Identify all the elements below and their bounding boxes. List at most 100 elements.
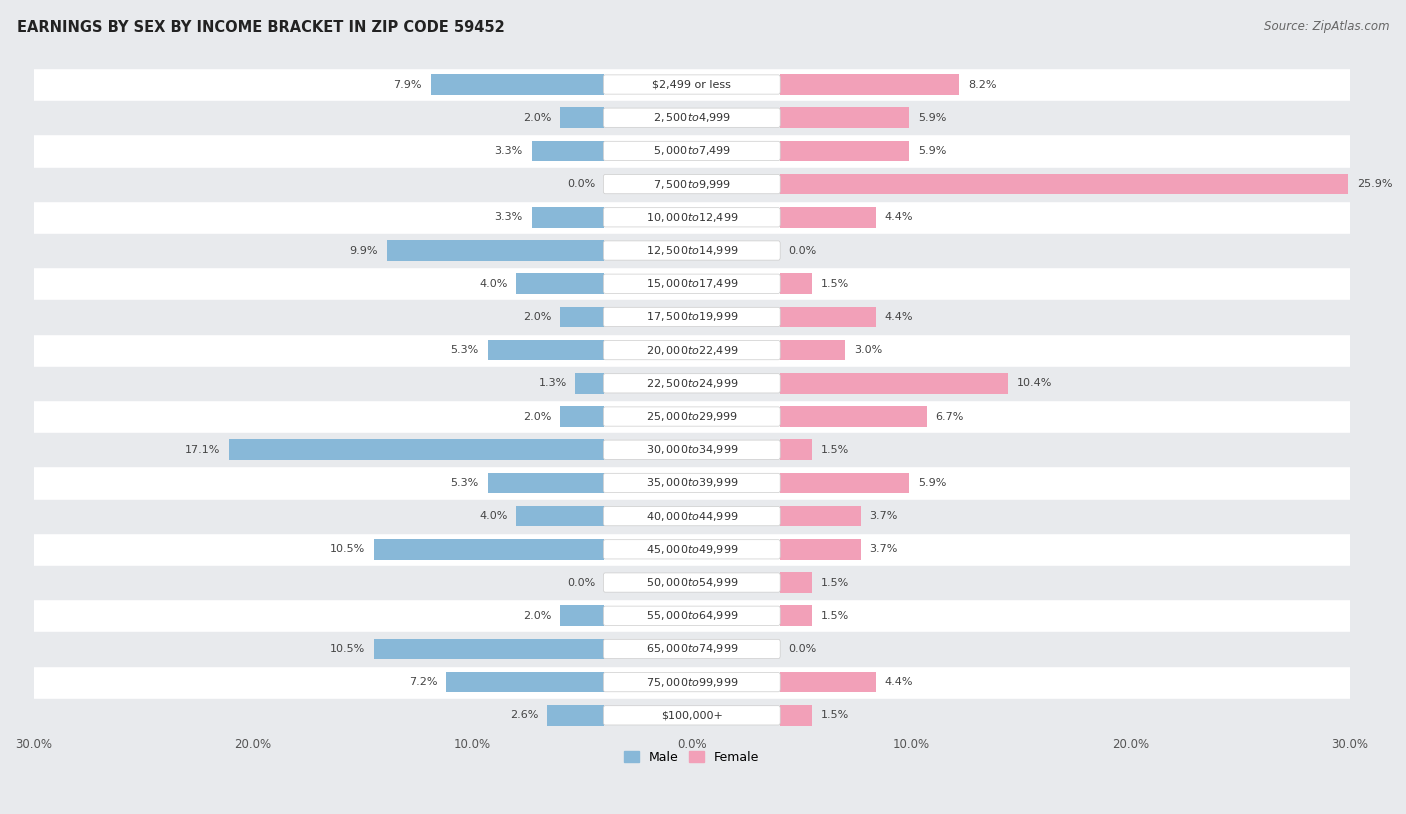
Bar	[560, 606, 605, 626]
Legend: Male, Female: Male, Female	[619, 746, 765, 769]
Text: 1.5%: 1.5%	[821, 444, 849, 455]
Text: $25,000 to $29,999: $25,000 to $29,999	[645, 410, 738, 423]
FancyBboxPatch shape	[603, 540, 780, 559]
Bar	[779, 174, 1348, 195]
Text: 6.7%: 6.7%	[935, 412, 963, 422]
Bar	[779, 672, 876, 693]
Bar	[779, 307, 876, 327]
Text: $10,000 to $12,499: $10,000 to $12,499	[645, 211, 738, 224]
Bar	[560, 406, 605, 427]
FancyBboxPatch shape	[603, 142, 780, 160]
Text: $50,000 to $54,999: $50,000 to $54,999	[645, 576, 738, 589]
Bar	[531, 141, 605, 161]
Text: 4.0%: 4.0%	[479, 278, 508, 289]
Bar	[34, 532, 1350, 566]
Bar	[34, 201, 1350, 234]
FancyBboxPatch shape	[603, 407, 780, 427]
Bar	[34, 168, 1350, 201]
Bar	[34, 134, 1350, 168]
Text: 1.5%: 1.5%	[821, 278, 849, 289]
FancyBboxPatch shape	[603, 374, 780, 393]
Bar	[229, 440, 605, 460]
Bar	[779, 406, 927, 427]
FancyBboxPatch shape	[603, 440, 780, 459]
Bar	[34, 334, 1350, 367]
FancyBboxPatch shape	[603, 108, 780, 127]
Text: $35,000 to $39,999: $35,000 to $39,999	[645, 476, 738, 489]
Bar	[779, 440, 813, 460]
Bar	[374, 639, 605, 659]
Text: 17.1%: 17.1%	[184, 444, 219, 455]
Text: EARNINGS BY SEX BY INCOME BRACKET IN ZIP CODE 59452: EARNINGS BY SEX BY INCOME BRACKET IN ZIP…	[17, 20, 505, 35]
Text: 3.3%: 3.3%	[495, 212, 523, 222]
Text: $100,000+: $100,000+	[661, 711, 723, 720]
Bar	[779, 141, 910, 161]
Bar	[34, 101, 1350, 134]
Text: 5.9%: 5.9%	[918, 478, 946, 488]
Text: 2.0%: 2.0%	[523, 112, 551, 123]
FancyBboxPatch shape	[603, 274, 780, 293]
Text: 7.2%: 7.2%	[409, 677, 437, 687]
Bar	[779, 539, 860, 560]
Text: 5.3%: 5.3%	[451, 345, 479, 355]
Bar	[34, 68, 1350, 101]
Text: 0.0%: 0.0%	[789, 644, 817, 654]
FancyBboxPatch shape	[603, 506, 780, 526]
Bar	[779, 505, 860, 527]
Bar	[34, 400, 1350, 433]
FancyBboxPatch shape	[603, 308, 780, 326]
Text: 1.5%: 1.5%	[821, 711, 849, 720]
Text: 2.0%: 2.0%	[523, 610, 551, 621]
Text: Source: ZipAtlas.com: Source: ZipAtlas.com	[1264, 20, 1389, 33]
Bar	[446, 672, 605, 693]
Text: $55,000 to $64,999: $55,000 to $64,999	[645, 609, 738, 622]
Text: $20,000 to $22,499: $20,000 to $22,499	[645, 344, 738, 357]
Bar	[779, 74, 959, 94]
Text: 2.0%: 2.0%	[523, 412, 551, 422]
Text: $2,499 or less: $2,499 or less	[652, 80, 731, 90]
Bar	[779, 606, 813, 626]
FancyBboxPatch shape	[603, 208, 780, 227]
Text: 8.2%: 8.2%	[969, 80, 997, 90]
Text: 4.4%: 4.4%	[884, 312, 914, 322]
Text: 2.0%: 2.0%	[523, 312, 551, 322]
Text: 1.5%: 1.5%	[821, 610, 849, 621]
Text: 10.5%: 10.5%	[329, 644, 364, 654]
Text: 7.9%: 7.9%	[394, 80, 422, 90]
Text: 5.9%: 5.9%	[918, 112, 946, 123]
Text: 1.5%: 1.5%	[821, 578, 849, 588]
Bar	[34, 666, 1350, 698]
Bar	[560, 307, 605, 327]
FancyBboxPatch shape	[603, 75, 780, 94]
Bar	[779, 473, 910, 493]
Bar	[34, 234, 1350, 267]
Bar	[34, 698, 1350, 732]
Bar	[779, 572, 813, 593]
FancyBboxPatch shape	[603, 473, 780, 492]
Bar	[516, 274, 605, 294]
Bar	[34, 367, 1350, 400]
FancyBboxPatch shape	[603, 340, 780, 360]
Bar	[34, 566, 1350, 599]
Text: $12,500 to $14,999: $12,500 to $14,999	[645, 244, 738, 257]
Text: 2.6%: 2.6%	[510, 711, 538, 720]
Text: $75,000 to $99,999: $75,000 to $99,999	[645, 676, 738, 689]
Bar	[34, 300, 1350, 334]
Bar	[575, 373, 605, 394]
Bar	[34, 433, 1350, 466]
Text: $30,000 to $34,999: $30,000 to $34,999	[645, 444, 738, 456]
Text: 0.0%: 0.0%	[567, 179, 595, 189]
Bar	[34, 632, 1350, 666]
FancyBboxPatch shape	[603, 639, 780, 659]
Bar	[374, 539, 605, 560]
Bar	[34, 267, 1350, 300]
Bar	[547, 705, 605, 725]
Text: 3.3%: 3.3%	[495, 146, 523, 156]
Text: $7,500 to $9,999: $7,500 to $9,999	[652, 177, 731, 190]
Bar	[531, 207, 605, 228]
Text: 10.5%: 10.5%	[329, 545, 364, 554]
Text: $65,000 to $74,999: $65,000 to $74,999	[645, 642, 738, 655]
Bar	[430, 74, 605, 94]
Bar	[779, 339, 845, 361]
Text: 5.9%: 5.9%	[918, 146, 946, 156]
